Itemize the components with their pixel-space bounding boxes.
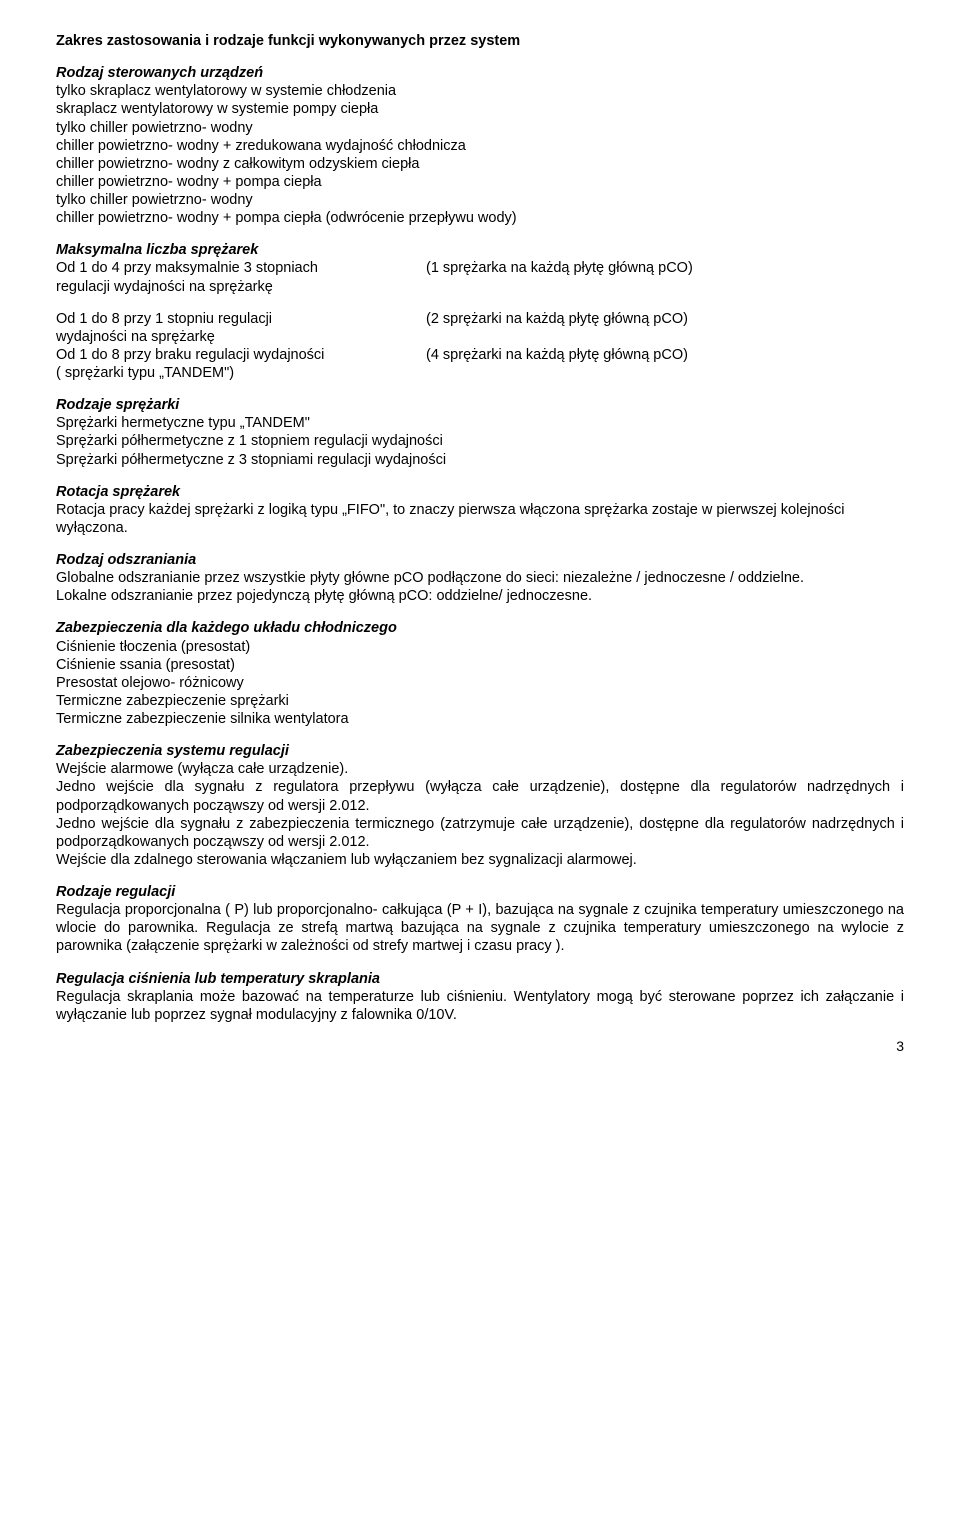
line: skraplacz wentylatorowy w systemie pompy… bbox=[56, 100, 904, 118]
line: Presostat olejowo- różnicowy bbox=[56, 674, 904, 692]
heading-compressor-types: Rodzaje sprężarki bbox=[56, 396, 904, 414]
paragraph: Globalne odszranianie przez wszystkie pł… bbox=[56, 569, 904, 587]
col-right: (4 sprężarki na każdą płytę główną pCO) bbox=[426, 346, 904, 364]
section-system-protection: Zabezpieczenia systemu regulacji Wejście… bbox=[56, 742, 904, 869]
line: tylko chiller powietrzno- wodny bbox=[56, 191, 904, 209]
section-scope: Zakres zastosowania i rodzaje funkcji wy… bbox=[56, 32, 904, 50]
paragraph: Jedno wejście dla sygnału z zabezpieczen… bbox=[56, 815, 904, 851]
row: Od 1 do 8 przy 1 stopniu regulacji (2 sp… bbox=[56, 310, 904, 328]
row: Od 1 do 4 przy maksymalnie 3 stopniach (… bbox=[56, 259, 904, 277]
section-defrost: Rodzaj odszraniania Globalne odszraniani… bbox=[56, 551, 904, 605]
section-compressor-types: Rodzaje sprężarki Sprężarki hermetyczne … bbox=[56, 396, 904, 469]
line: Sprężarki hermetyczne typu „TANDEM" bbox=[56, 414, 904, 432]
line: Ciśnienie tłoczenia (presostat) bbox=[56, 638, 904, 656]
section-max-compressors: Maksymalna liczba sprężarek Od 1 do 4 pr… bbox=[56, 241, 904, 295]
paragraph: Regulacja skraplania może bazować na tem… bbox=[56, 988, 904, 1024]
col-left: Od 1 do 4 przy maksymalnie 3 stopniach bbox=[56, 259, 426, 277]
section-regulation-types: Rodzaje regulacji Regulacja proporcjonal… bbox=[56, 883, 904, 956]
heading-circuit-protection: Zabezpieczenia dla każdego układu chłodn… bbox=[56, 619, 904, 637]
heading-regulation-types: Rodzaje regulacji bbox=[56, 883, 904, 901]
line: tylko skraplacz wentylatorowy w systemie… bbox=[56, 82, 904, 100]
line: regulacji wydajności na sprężarkę bbox=[56, 278, 904, 296]
col-right: (1 sprężarka na każdą płytę główną pCO) bbox=[426, 259, 904, 277]
paragraph: Rotacja pracy każdej sprężarki z logiką … bbox=[56, 501, 904, 537]
line: Termiczne zabezpieczenie silnika wentyla… bbox=[56, 710, 904, 728]
line: Termiczne zabezpieczenie sprężarki bbox=[56, 692, 904, 710]
col-right: (2 sprężarki na każdą płytę główną pCO) bbox=[426, 310, 904, 328]
line: chiller powietrzno- wodny + pompa ciepła… bbox=[56, 209, 904, 227]
paragraph: Wejście alarmowe (wyłącza całe urządzeni… bbox=[56, 760, 904, 778]
line: Ciśnienie ssania (presostat) bbox=[56, 656, 904, 674]
line: wydajności na sprężarkę bbox=[56, 328, 904, 346]
col-left: Od 1 do 8 przy 1 stopniu regulacji bbox=[56, 310, 426, 328]
heading-system-protection: Zabezpieczenia systemu regulacji bbox=[56, 742, 904, 760]
line: ( sprężarki typu „TANDEM") bbox=[56, 364, 904, 382]
paragraph: Lokalne odszranianie przez pojedynczą pł… bbox=[56, 587, 904, 605]
heading-max-compressors: Maksymalna liczba sprężarek bbox=[56, 241, 904, 259]
line: tylko chiller powietrzno- wodny bbox=[56, 119, 904, 137]
section-device-types: Rodzaj sterowanych urządzeń tylko skrapl… bbox=[56, 64, 904, 227]
heading-device-types: Rodzaj sterowanych urządzeń bbox=[56, 64, 904, 82]
heading-defrost: Rodzaj odszraniania bbox=[56, 551, 904, 569]
col-left: Od 1 do 8 przy braku regulacji wydajnośc… bbox=[56, 346, 426, 364]
section-compressor-range: Od 1 do 8 przy 1 stopniu regulacji (2 sp… bbox=[56, 310, 904, 383]
paragraph: Jedno wejście dla sygnału z regulatora p… bbox=[56, 778, 904, 814]
page-number: 3 bbox=[56, 1038, 904, 1056]
section-rotation: Rotacja sprężarek Rotacja pracy każdej s… bbox=[56, 483, 904, 537]
heading-rotation: Rotacja sprężarek bbox=[56, 483, 904, 501]
row: Od 1 do 8 przy braku regulacji wydajnośc… bbox=[56, 346, 904, 364]
line: chiller powietrzno- wodny z całkowitym o… bbox=[56, 155, 904, 173]
main-title: Zakres zastosowania i rodzaje funkcji wy… bbox=[56, 32, 904, 50]
paragraph: Wejście dla zdalnego sterowania włączani… bbox=[56, 851, 904, 869]
line: Sprężarki półhermetyczne z 1 stopniem re… bbox=[56, 432, 904, 450]
section-circuit-protection: Zabezpieczenia dla każdego układu chłodn… bbox=[56, 619, 904, 728]
paragraph: Regulacja proporcjonalna ( P) lub propor… bbox=[56, 901, 904, 955]
heading-condensation: Regulacja ciśnienia lub temperatury skra… bbox=[56, 970, 904, 988]
line: chiller powietrzno- wodny + pompa ciepła bbox=[56, 173, 904, 191]
line: chiller powietrzno- wodny + zredukowana … bbox=[56, 137, 904, 155]
line: Sprężarki półhermetyczne z 3 stopniami r… bbox=[56, 451, 904, 469]
section-condensation: Regulacja ciśnienia lub temperatury skra… bbox=[56, 970, 904, 1024]
